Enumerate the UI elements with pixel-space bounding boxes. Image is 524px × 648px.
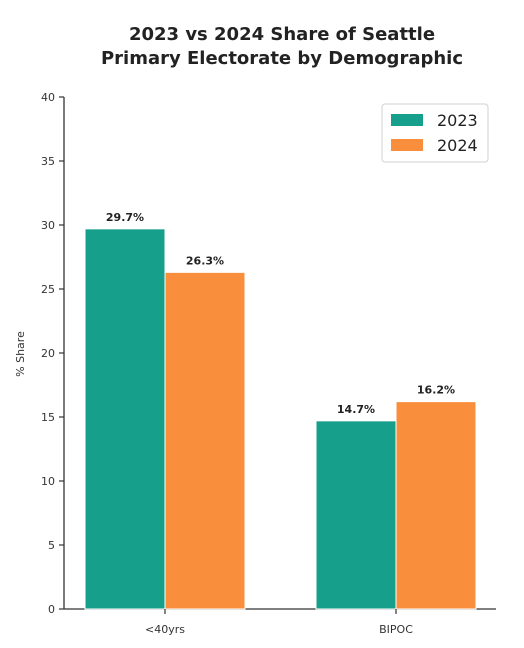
y-axis-label: % Share	[14, 331, 27, 377]
data-label-2024-<40yrs: 26.3%	[186, 254, 224, 267]
y-tick-label: 20	[41, 347, 55, 360]
chart-title-line-2: Primary Electorate by Demographic	[101, 48, 463, 69]
y-tick-label: 40	[41, 91, 55, 104]
chart-title-line-1: 2023 vs 2024 Share of Seattle	[129, 24, 435, 45]
bar-2024-BIPOC	[395, 401, 477, 610]
legend-swatch-2024	[391, 139, 423, 151]
bar-2024-<40yrs	[164, 271, 246, 610]
x-tick-label: <40yrs	[145, 623, 185, 636]
plot-area: 0 5 10 15 20 25 30 35 40 29.7% 26.3% <40yrs 14.7% 16.…	[41, 91, 496, 636]
y-tick-label: 5	[48, 539, 55, 552]
bar-2023-BIPOC	[315, 420, 397, 610]
y-tick-label: 15	[41, 411, 55, 424]
y-tick-label: 25	[41, 283, 55, 296]
x-tick-label: BIPOC	[379, 623, 413, 636]
bar-2023-<40yrs	[84, 228, 166, 610]
legend-label-2023: 2023	[437, 111, 478, 130]
y-tick-label: 35	[41, 155, 55, 168]
y-tick-label: 30	[41, 219, 55, 232]
data-label-2023-BIPOC: 14.7%	[337, 403, 375, 416]
legend-label-2024: 2024	[437, 136, 478, 155]
data-label-2024-BIPOC: 16.2%	[417, 384, 455, 397]
y-tick-label: 10	[41, 475, 55, 488]
y-tick-label: 0	[48, 603, 55, 616]
legend-swatch-2023	[391, 114, 423, 126]
legend: 2023 2024	[381, 103, 489, 163]
data-label-2023-<40yrs: 29.7%	[106, 211, 144, 224]
